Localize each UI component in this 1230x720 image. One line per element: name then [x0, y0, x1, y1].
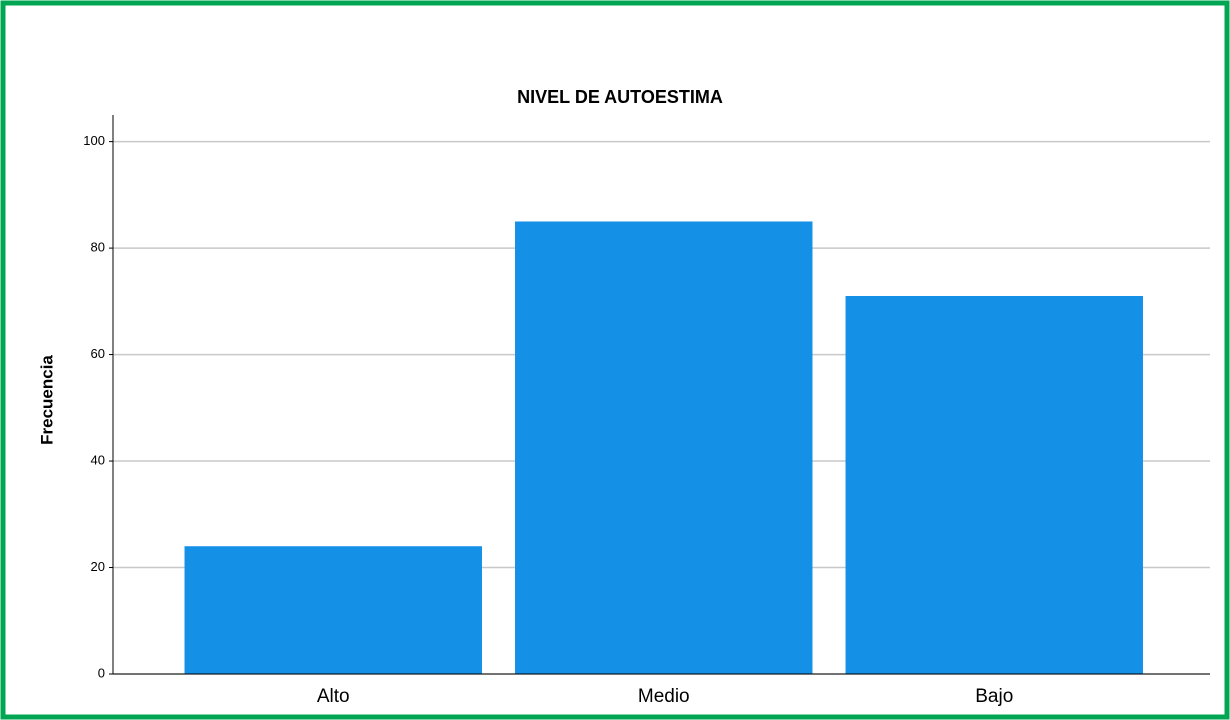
- x-tick-label: Bajo: [975, 686, 1013, 707]
- chart-title: NIVEL DE AUTOESTIMA: [517, 87, 723, 107]
- y-tick-label: 0: [98, 665, 105, 680]
- bar: [845, 296, 1143, 674]
- x-tick-label: Alto: [317, 686, 350, 707]
- bar: [184, 546, 482, 674]
- bar: [515, 221, 813, 674]
- y-axis-label: Frecuencia: [37, 355, 56, 445]
- x-tick-label: Medio: [638, 686, 690, 707]
- y-tick-label: 60: [91, 346, 105, 361]
- y-tick-label: 20: [91, 559, 105, 574]
- y-tick-label: 80: [91, 240, 105, 255]
- y-tick-label: 100: [83, 133, 105, 148]
- y-tick-label: 40: [91, 452, 105, 467]
